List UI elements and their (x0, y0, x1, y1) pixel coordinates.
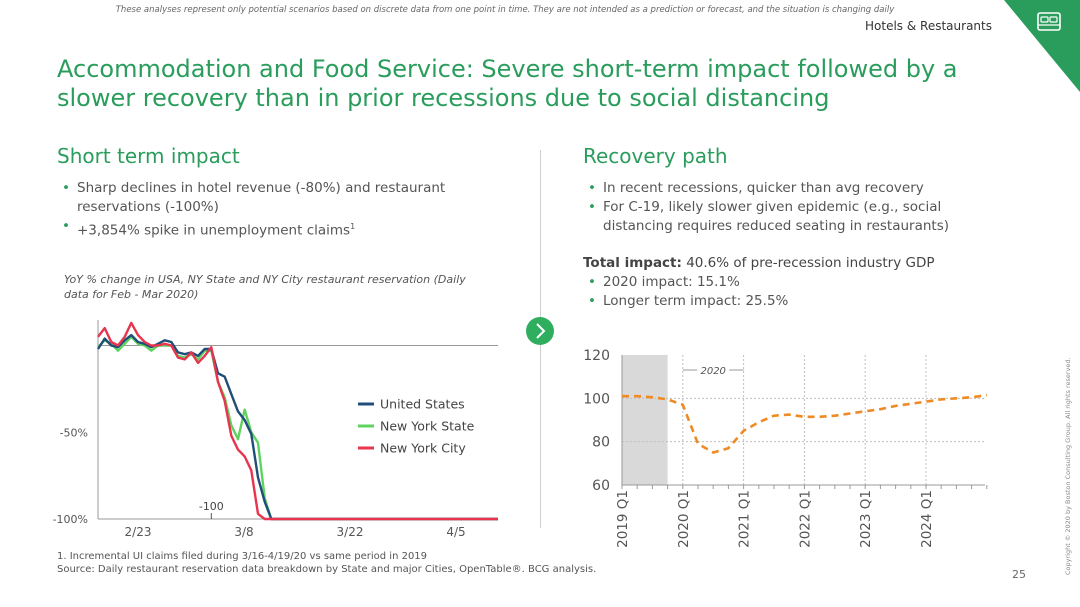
impact-bullets: • 2020 impact: 15.1% • Longer term impact:… (583, 273, 1003, 311)
section-label: Hotels & Restaurants (865, 19, 992, 33)
bullet-item: • 2020 impact: 15.1% (588, 274, 740, 290)
legend-label: New York State (380, 419, 475, 434)
bullet-item: • For C-19, likely slower given epidemic … (588, 199, 950, 234)
x-tick-label: 2023 Q1 (858, 490, 874, 548)
bed-icon (1037, 12, 1061, 31)
bullet-item: • +3,854% spike in unemployment claims1 (62, 218, 356, 239)
annotation-bg (697, 363, 730, 377)
y-tick-label: 80 (592, 435, 610, 451)
chart-caption: YoY % change in USA, NY State and NY Cit… (64, 273, 466, 301)
bullet-item: • Longer term impact: 25.5% (588, 293, 789, 309)
source-note: Source: Daily restaurant reservation dat… (57, 564, 597, 575)
x-tick-label: 4/5 (446, 525, 465, 539)
y-tick-label: -100% (53, 513, 88, 526)
x-tick-label: 2020 Q1 (676, 490, 692, 548)
x-tick-label: 2022 Q1 (797, 490, 813, 548)
recovery-chart: 60 80 100 120 2019 Q1 2020 Q1 2021 Q1 2022 Q1 2… (583, 348, 988, 548)
reservation-chart: -50% -100% 2/23 3/8 3/22 4/5 -100 United Sta… (53, 320, 498, 539)
footnote: 1. Incremental UI claims filed during 3/… (57, 551, 428, 562)
copyright-notice: Copyright © 2020 by Boston Consulting Gr… (1064, 357, 1072, 575)
total-impact: Total impact: 40.6% of pre-recession ind… (583, 255, 934, 271)
recovery-bullets: • In recent recessions, quicker than avg … (583, 179, 1003, 236)
x-tick-label: 2019 Q1 (615, 490, 631, 548)
corner-tab (1004, 0, 1080, 92)
x-tick-label: 3/8 (234, 525, 253, 539)
x-tick-label: 2/23 (125, 525, 152, 539)
chevron-right-icon (536, 323, 546, 339)
y-tick-label: 60 (592, 478, 610, 494)
disclaimer: These analyses represent only potential … (115, 5, 895, 15)
annotation-label: -100 (199, 500, 224, 513)
annotation-label: 2020 (700, 366, 725, 377)
recovery-line (622, 393, 987, 454)
x-tick-label: 3/22 (337, 525, 364, 539)
x-tick-label: 2021 Q1 (737, 490, 753, 548)
page-number: 25 (1012, 568, 1026, 581)
y-tick-label: -50% (60, 426, 88, 439)
legend-label: New York City (380, 441, 466, 456)
page-title: Accommodation and Food Service: Severe s… (57, 55, 958, 112)
x-tick-label: 2024 Q1 (919, 490, 935, 548)
total-impact-value: 40.6% of pre-recession industry GDP (681, 255, 935, 271)
bullet-item: • Sharp declines in hotel revenue (-80%) … (62, 180, 446, 215)
footnote-ref: 1 (350, 222, 356, 231)
y-tick-label: 100 (583, 391, 610, 407)
next-arrow-button[interactable] (526, 317, 554, 345)
total-impact-label: Total impact: (583, 255, 682, 271)
legend-label: United States (380, 397, 465, 412)
recovery-heading: Recovery path (583, 144, 728, 168)
y-tick-label: 120 (583, 348, 610, 364)
short-term-bullets: • Sharp declines in hotel revenue (-80%) … (57, 179, 497, 241)
bullet-item: • In recent recessions, quicker than avg … (588, 180, 924, 196)
pre-recession-shade (622, 355, 668, 485)
series-line-new-york-city (97, 321, 498, 521)
short-term-heading: Short term impact (57, 144, 240, 168)
